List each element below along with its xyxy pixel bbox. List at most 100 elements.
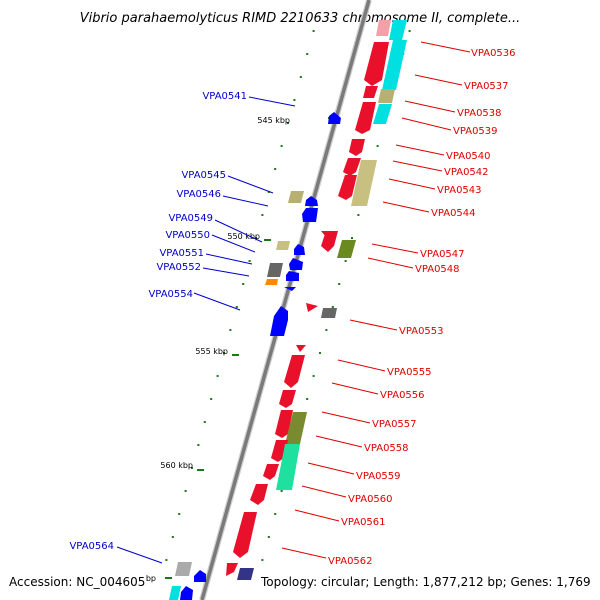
gene-vpa0561[interactable]: VPA0561	[233, 509, 386, 558]
tick-dot-left	[178, 513, 181, 515]
tick-dot-right	[319, 352, 321, 354]
gene-label-vpa0550: VPA0550	[165, 230, 210, 241]
tick-dot-left	[299, 76, 302, 78]
gene-vpa0536[interactable]: VPA0536	[376, 20, 516, 59]
gene-label-vpa0540: VPA0540	[446, 151, 491, 162]
tick-dot-left	[210, 398, 213, 400]
tick-dot-left	[229, 329, 232, 331]
reverse-genes: VPA0541 VPA0545 VPA0546 VPA0549 VPA0550	[69, 91, 341, 600]
gene-label-vpa0564: VPA0564	[69, 541, 114, 552]
gene-label-vpa0552: VPA0552	[156, 262, 201, 273]
tick-dot-left	[191, 467, 193, 469]
gene-label-vpa0554: VPA0554	[148, 289, 193, 300]
gene-label-vpa0556: VPA0556	[380, 390, 425, 401]
gene-label-vpa0545: VPA0545	[181, 170, 226, 181]
gene-label-vpa0559: VPA0559	[356, 471, 401, 482]
gene-vpa0549[interactable]: VPA0549	[168, 213, 290, 250]
footer-backing-left	[6, 572, 146, 590]
tick-dot-left	[306, 53, 309, 55]
tick-dot-left	[197, 444, 200, 446]
tick-dot-left	[216, 375, 219, 377]
gene-label-vpa0541: VPA0541	[202, 91, 247, 102]
map-title: Vibrio parahaemolyticus RIMD 2210633 chr…	[80, 11, 521, 26]
gene-label-vpa0551: VPA0551	[159, 248, 204, 259]
gene-label-vpa0543: VPA0543	[437, 185, 482, 196]
gene-vpa0560[interactable]: VPA0560	[250, 484, 393, 505]
gene-label-vpa0558: VPA0558	[364, 443, 409, 454]
kbp-tick-560: 560 kbp	[160, 461, 204, 471]
gene-vpa0541[interactable]: VPA0541	[202, 91, 341, 124]
gene-label-vpa0553: VPA0553	[399, 326, 444, 337]
gene-vpa0538[interactable]: VPA0538	[363, 86, 502, 119]
footer-backing-right	[257, 572, 597, 590]
gene-vpa0547[interactable]: VPA0547	[321, 231, 465, 260]
gene-label-vpa0537: VPA0537	[464, 81, 509, 92]
gene-vpa0554[interactable]: VPA0554	[148, 289, 288, 336]
kbp-label-545: 545 kbp	[257, 116, 290, 125]
tick-dot-left	[312, 30, 315, 32]
tick-dot-left	[267, 191, 270, 193]
tick-dot-left	[223, 352, 225, 354]
gene-vpa0545[interactable]: VPA0545	[181, 170, 304, 203]
tick-dot-right	[267, 536, 270, 538]
gene-vpa0558[interactable]: VPA0558	[271, 435, 409, 490]
tick-dot-left	[242, 283, 245, 285]
gene-vpa0546[interactable]: VPA0546	[176, 189, 318, 222]
tick-dot-left	[261, 214, 264, 216]
tick-dot-right	[325, 329, 328, 331]
kbp-label-550: 550 kbp	[227, 232, 260, 241]
tick-dot-left	[171, 536, 174, 538]
tick-dot-right	[408, 30, 411, 32]
gene-label-vpa0536: VPA0536	[471, 48, 516, 59]
gene-vpa0542[interactable]: VPA0542	[343, 158, 489, 178]
tick-dot-right	[306, 398, 309, 400]
gene-vpa0543[interactable]: VPA0543	[338, 160, 482, 206]
kbp-label-555: 555 kbp	[195, 347, 228, 356]
gene-vpa0555[interactable]: VPA0555	[284, 345, 432, 388]
gene-vpa0544[interactable]: VPA0544	[382, 201, 476, 219]
tick-dot-left	[274, 168, 277, 170]
gene-vpa0557[interactable]: VPA0557	[275, 410, 417, 444]
tick-dot-right	[351, 237, 353, 239]
gene-vpa0556[interactable]: VPA0556	[279, 382, 425, 408]
tick-dot-right	[344, 260, 347, 262]
kbp-label-560: 560 kbp	[160, 461, 193, 470]
kbp-tick-555: 555 kbp	[195, 347, 239, 356]
tick-dot-left	[255, 237, 257, 239]
gene-vpa0559[interactable]: VPA0559	[263, 462, 401, 482]
gene-vpa0552[interactable]: VPA0552	[156, 262, 296, 291]
gene-label-vpa0542: VPA0542	[444, 167, 489, 178]
gene-vpa0562[interactable]: VPA0562	[226, 547, 373, 580]
tick-dot-left	[248, 260, 251, 262]
gene-vpa0551[interactable]: VPA0551	[159, 248, 299, 281]
tick-dot-left	[287, 122, 289, 124]
gene-vpa0537[interactable]: VPA0537	[364, 40, 509, 92]
backbone	[199, 0, 372, 600]
footer-accession: Accession: NC_004605	[9, 575, 145, 589]
tick-dot-left	[184, 490, 187, 492]
gene-label-vpa0539: VPA0539	[453, 126, 498, 137]
gene-vpa0539[interactable]: VPA0539	[355, 102, 498, 137]
gene-label-vpa0549: VPA0549	[168, 213, 213, 224]
forward-genes: VPA0536 VPA0537 VPA0538 VPA0539 VPA0540	[226, 20, 516, 580]
gene-label-vpa0557: VPA0557	[372, 419, 417, 430]
gene-label-vpa0547: VPA0547	[420, 249, 465, 260]
gene-vpa0553[interactable]: VPA0553	[306, 303, 444, 337]
kbp-tick-545: 545 kbp	[257, 116, 335, 125]
gene-vpa0550[interactable]: VPA0550	[165, 230, 305, 270]
tick-dot-right	[280, 490, 283, 492]
gene-vpa0548[interactable]: VPA0548	[337, 240, 460, 275]
tick-dot-left	[280, 145, 283, 147]
tick-dot-right	[357, 214, 360, 216]
gene-label-vpa0560: VPA0560	[348, 494, 393, 505]
gene-label-vpa0561: VPA0561	[341, 517, 386, 528]
tick-dot-right	[274, 513, 277, 515]
kbp-tick-550: 550 kbp	[227, 232, 271, 241]
gene-vpa0540[interactable]: VPA0540	[349, 139, 491, 162]
gene-label-vpa0544: VPA0544	[431, 208, 476, 219]
tick-dot-left	[203, 421, 206, 423]
tick-dot-right	[261, 559, 264, 561]
gene-vpa0564[interactable]: VPA0564	[69, 541, 206, 600]
tick-dot-right	[331, 306, 334, 308]
